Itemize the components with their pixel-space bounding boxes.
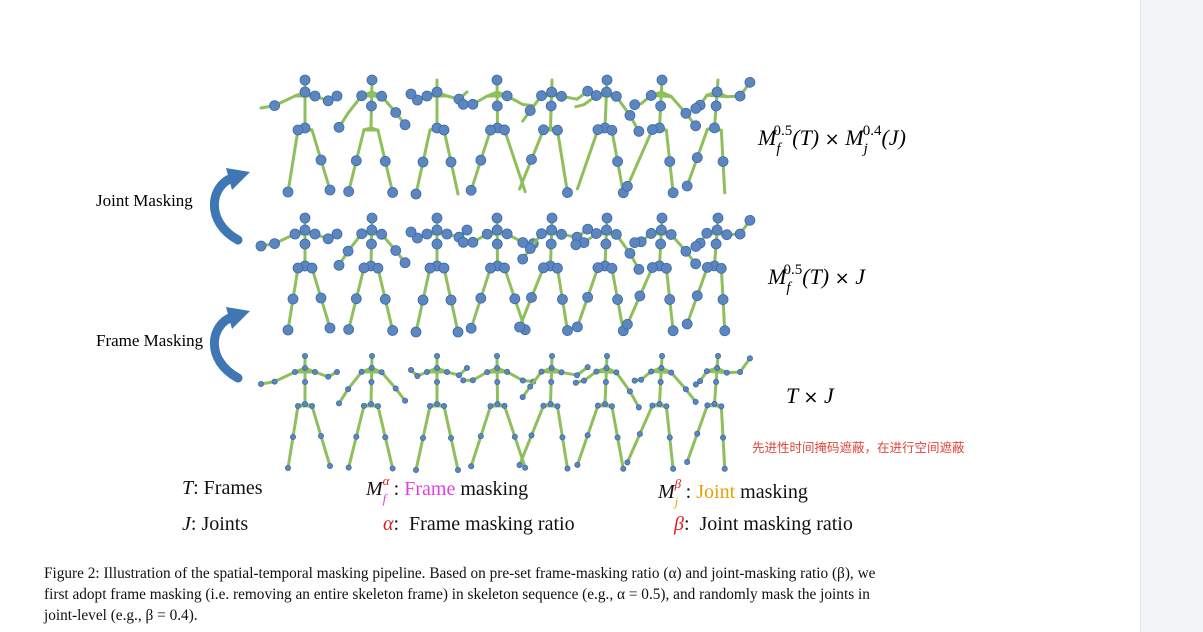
skeleton-rows <box>255 74 756 474</box>
legend-frames: T: Frames <box>182 477 263 499</box>
skeleton-figure <box>621 212 702 337</box>
row-joint-frame-masked <box>259 74 756 200</box>
skeleton-figure <box>333 212 411 336</box>
right-gutter-panel <box>1140 0 1203 632</box>
formula-bottom: T × J <box>786 383 835 408</box>
skeleton-figure <box>336 353 409 472</box>
legend-alpha: α: Frame masking ratio <box>383 513 575 535</box>
skeleton-figure <box>681 76 756 195</box>
skeleton-figure <box>255 212 343 336</box>
skeleton-figure <box>518 78 594 198</box>
skeleton-figure <box>570 212 645 337</box>
frame-masking-arrow-icon <box>209 307 250 383</box>
skeleton-figure <box>624 353 699 472</box>
frame-masking-label: Frame Masking <box>96 331 204 350</box>
skeleton-figure <box>333 74 411 198</box>
skeleton-figure <box>405 78 469 200</box>
caption-line-1: Figure 2: Illustration of the spatial-te… <box>44 565 876 582</box>
skeleton-figure <box>681 212 756 337</box>
skeleton-figure <box>574 74 645 199</box>
skeleton-figure <box>621 74 702 199</box>
skeleton-figure <box>460 353 537 471</box>
skeleton-figure <box>258 353 340 472</box>
legend-beta: β: Joint masking ratio <box>674 513 853 535</box>
handwritten-note: 先进性时间掩码遮蔽，在进行空间遮蔽 <box>752 440 965 455</box>
caption-line-3: joint-level (e.g., β = 0.4). <box>44 607 198 624</box>
row-frame-masked <box>255 212 756 338</box>
paper-page: Joint Masking Frame Masking Mf0.5(T) × M… <box>44 74 1024 626</box>
skeleton-figure <box>407 353 470 474</box>
caption-line-2: first adopt frame masking (i.e. removing… <box>44 586 870 603</box>
skeleton-figure <box>516 353 591 472</box>
row-original <box>258 353 753 474</box>
joint-masking-arrow-icon <box>209 168 250 245</box>
skeleton-figure <box>457 212 539 336</box>
skeleton-figure <box>405 212 473 338</box>
skeleton-figure <box>514 212 594 336</box>
figure-caption: Figure 2: Illustration of the spatial-te… <box>44 563 1024 626</box>
skeleton-figure <box>457 74 535 196</box>
skeleton-figure <box>684 353 753 472</box>
formula-mid: Mf0.5(T) × J <box>767 262 866 296</box>
masking-pipeline-figure: Joint Masking Frame Masking Mf0.5(T) × M… <box>96 74 906 474</box>
skeleton-figure <box>259 74 343 198</box>
legend-joints: J: Joints <box>182 513 249 535</box>
skeleton-figure <box>572 353 642 472</box>
joint-masking-label: Joint Masking <box>96 191 193 210</box>
formula-top: Mf0.5(T) × Mj0.4(J) <box>757 123 906 157</box>
